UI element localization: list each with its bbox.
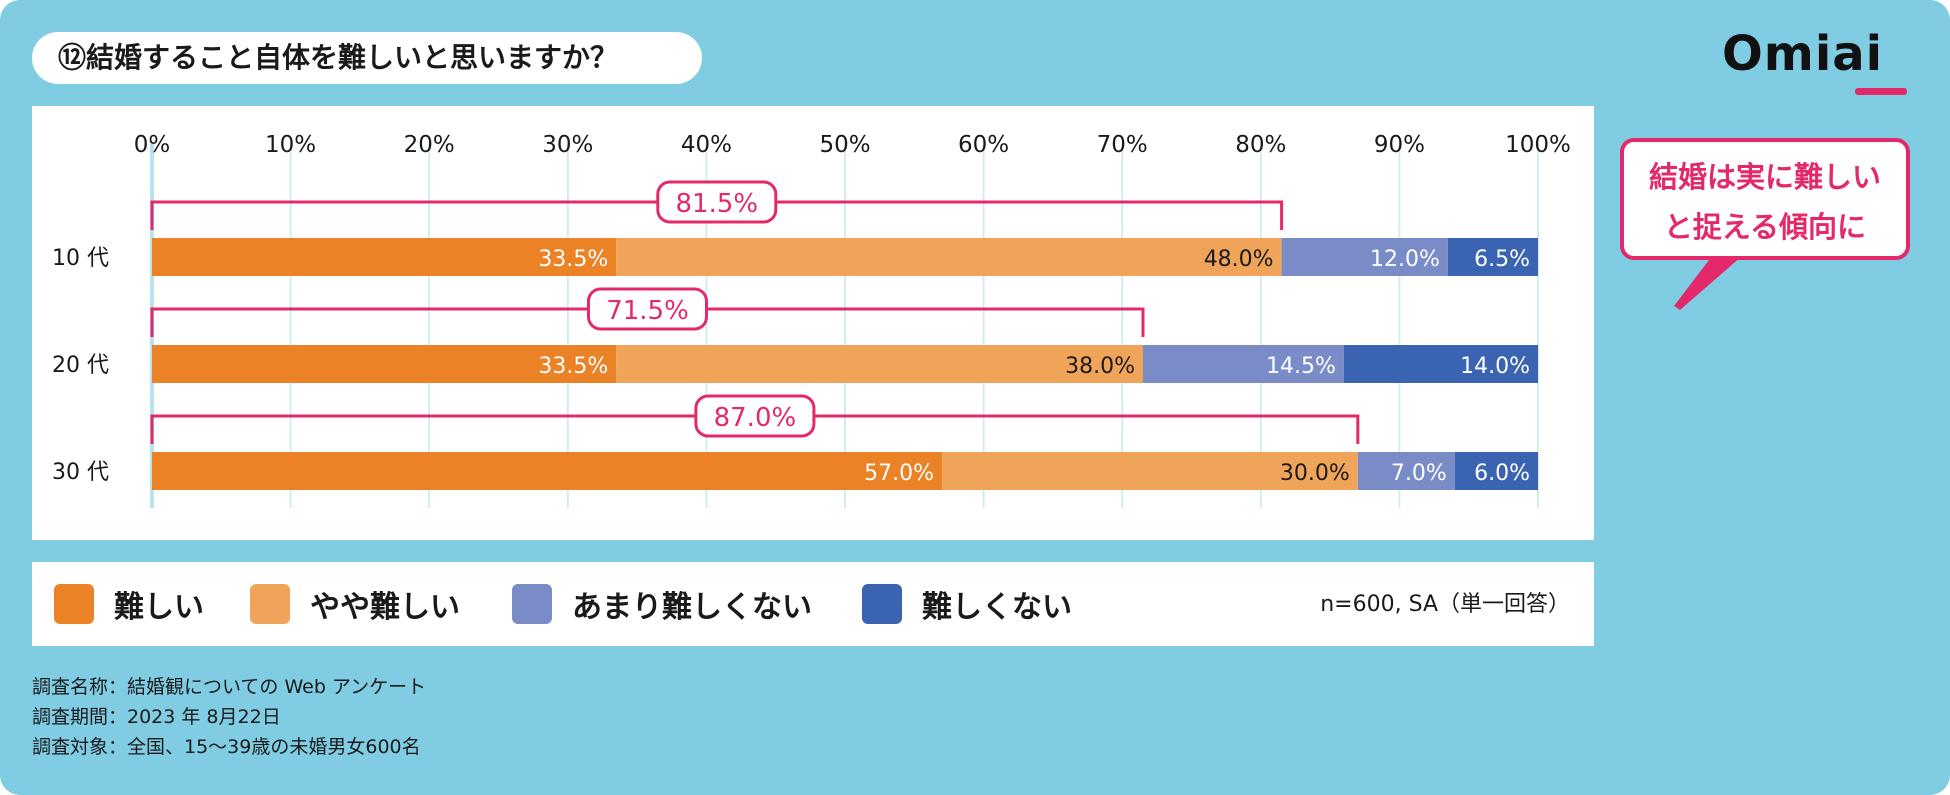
bar-segment <box>1357 452 1455 490</box>
survey-target: 調査対象：全国、15～39歳の未婚男女600名 <box>32 736 421 758</box>
data-label: 48.0% <box>1204 247 1274 272</box>
x-tick-label: 80% <box>1235 132 1286 158</box>
data-label: 7.0% <box>1391 461 1447 486</box>
chart-panel: 0% 10% 20% 30% 40% 50% 60% 70% 80% 90% 100% 10 代 33.… <box>32 106 1594 540</box>
legend-item-difficult: 難しい <box>54 584 204 625</box>
omiai-logo: Omiai <box>1722 26 1884 82</box>
data-label: 33.5% <box>538 247 608 272</box>
bar-segment <box>152 345 617 383</box>
data-label: 33.5% <box>538 354 608 379</box>
category-label: 20 代 <box>52 353 109 378</box>
bracket-total-badge <box>656 180 778 224</box>
x-tick-label: 90% <box>1374 132 1425 158</box>
survey-notes: 調査名称：結婚観についての Web アンケート 調査期間：2023 年 8月22… <box>32 672 426 762</box>
category-label: 30 代 <box>52 460 109 485</box>
legend-label: あまり難しくない <box>572 590 812 625</box>
data-label: 6.5% <box>1474 247 1530 272</box>
data-label: 57.0% <box>864 461 934 486</box>
legend-label: やや難しい <box>310 590 460 625</box>
data-label: 12.0% <box>1370 247 1440 272</box>
x-tick-label: 60% <box>958 132 1009 158</box>
bar-segment <box>1281 238 1448 276</box>
bar-segment <box>1343 345 1538 383</box>
callout-line-1: 結婚は実に難しい <box>1648 160 1881 194</box>
legend-swatch <box>54 584 94 624</box>
x-tick-label: 30% <box>542 132 593 158</box>
x-tick-label: 10% <box>265 132 316 158</box>
legend-item-not-difficult: 難しくない <box>862 584 1072 625</box>
x-tick-label: 0% <box>134 132 171 158</box>
legend-item-somewhat-difficult: やや難しい <box>250 584 460 625</box>
data-label: 14.5% <box>1266 354 1336 379</box>
data-label: 14.0% <box>1460 354 1530 379</box>
x-tick-label: 20% <box>404 132 455 158</box>
bar-segment <box>1142 345 1344 383</box>
callout-bubble <box>1620 138 1910 260</box>
bracket-total-label: 71.5% <box>606 296 689 326</box>
bar-segment <box>1454 452 1538 490</box>
callout-text: 結婚は実に難しい と捉える傾向に <box>1620 152 1910 252</box>
legend-label: 難しい <box>114 590 204 625</box>
legend-swatch <box>250 584 290 624</box>
survey-period: 調査期間：2023 年 8月22日 <box>32 706 281 728</box>
data-label: 6.0% <box>1474 461 1530 486</box>
question-title: ⑫結婚すること自体を難しいと思いますか？ <box>32 32 702 84</box>
logo-underline <box>1855 88 1907 95</box>
x-tick-label: 40% <box>681 132 732 158</box>
callout-line-2: と捉える傾向に <box>1663 210 1867 244</box>
bar-segment <box>942 452 1358 490</box>
x-tick-label: 70% <box>1097 132 1148 158</box>
x-tick-label: 50% <box>819 132 870 158</box>
stacked-bar-chart: 0% 10% 20% 30% 40% 50% 60% 70% 80% 90% 100% 10 代 33.… <box>52 132 1571 508</box>
bracket-total-label: 81.5% <box>675 189 758 219</box>
bracket-total-badge <box>586 287 708 331</box>
legend-panel: 難しい やや難しい あまり難しくない 難しくない n=600, SA（単一回答） <box>32 562 1594 646</box>
x-tick-label: 100% <box>1505 132 1571 158</box>
data-label: 30.0% <box>1280 461 1350 486</box>
legend-item-not-very-difficult: あまり難しくない <box>512 584 812 625</box>
bracket-total-badge <box>694 394 816 438</box>
bar-segment <box>616 238 1282 276</box>
sample-size: n=600, SA（単一回答） <box>1320 592 1570 617</box>
data-label: 38.0% <box>1065 354 1135 379</box>
bracket-total-label: 87.0% <box>714 403 797 433</box>
bar-segment <box>1447 238 1538 276</box>
category-label: 10 代 <box>52 246 109 271</box>
bar-segment <box>152 238 617 276</box>
legend-label: 難しくない <box>922 590 1072 625</box>
bar-segment <box>152 452 943 490</box>
legend-swatch <box>862 584 902 624</box>
bar-segment <box>616 345 1143 383</box>
legend-swatch <box>512 584 552 624</box>
survey-name: 調査名称：結婚観についての Web アンケート <box>32 676 427 698</box>
